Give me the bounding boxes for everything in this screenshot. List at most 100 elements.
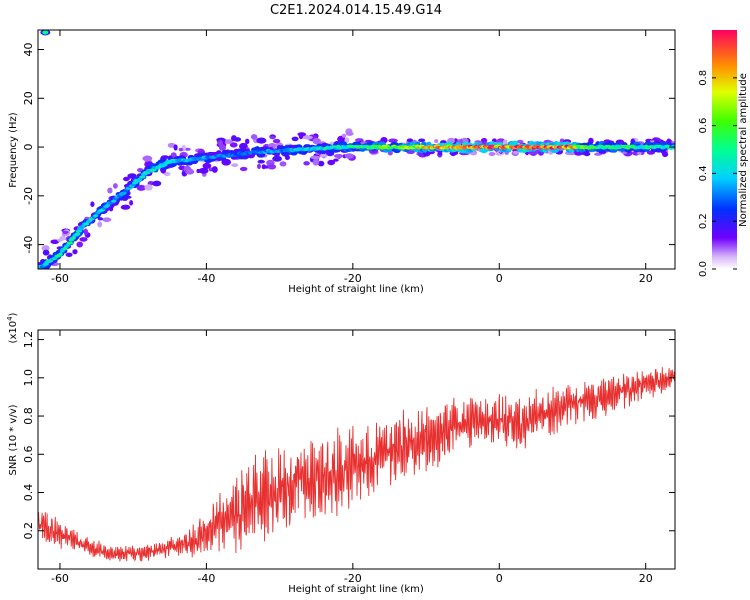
- heatmap-cell: [245, 138, 250, 145]
- heatmap-cell: [637, 151, 642, 156]
- heatmap-cell: [59, 236, 67, 241]
- colorbar-tick-label: 0.8: [698, 70, 709, 86]
- heatmap-cell: [272, 138, 281, 144]
- heatmap-cell: [480, 138, 488, 143]
- heatmap-cell: [65, 252, 73, 257]
- heatmap-ridge-cell: [122, 191, 127, 195]
- heatmap-cell: [516, 139, 524, 144]
- heatmap-cell: [129, 200, 134, 206]
- y-tick-label: 0.8: [22, 407, 35, 425]
- heatmap-cell: [102, 217, 112, 222]
- heatmap-cell: [272, 155, 282, 162]
- heatmap-cell: [229, 142, 238, 148]
- page-title: C2E1.2024.014.15.49.G14: [270, 3, 442, 18]
- x-tick-label: 0: [496, 272, 503, 285]
- heatmap-cell: [42, 249, 50, 256]
- heatmap-cell: [341, 133, 347, 138]
- heatmap-ridge-cell: [83, 222, 90, 226]
- heatmap-cell: [97, 217, 104, 221]
- x-tick-label: 20: [639, 572, 653, 585]
- heatmap-cell: [42, 30, 49, 35]
- heatmap-cell: [513, 150, 519, 154]
- colorbar: 0.0 0.2 0.4 0.6 0.8 Normalized spectral ampl…: [698, 30, 749, 277]
- y-tick-label: 0.4: [22, 484, 35, 502]
- heatmap-cell: [257, 163, 261, 169]
- heatmap-ridge-cell: [66, 241, 74, 245]
- heatmap-cell: [268, 143, 277, 149]
- heatmap-cell: [231, 135, 237, 142]
- heatmap-cell: [144, 184, 153, 191]
- heatmap-ridge-cell: [93, 214, 99, 218]
- heatmap-cell: [256, 137, 267, 144]
- heatmap-cell: [333, 154, 344, 158]
- heatmap-cell: [327, 159, 336, 166]
- heatmap-cell: [41, 245, 50, 252]
- heatmap-cell: [388, 138, 398, 143]
- heatmap-cell: [123, 195, 132, 199]
- y-tick-label: 0: [22, 144, 35, 151]
- colorbar-tick-label: 0.0: [698, 261, 709, 277]
- heatmap-cell: [72, 249, 78, 255]
- heatmap-cell: [113, 183, 118, 189]
- y-tick-label: -20: [22, 187, 35, 205]
- heatmap-ridge-cell: [74, 232, 81, 236]
- y-tick-label: 0.6: [22, 446, 35, 464]
- snr-line: [38, 367, 675, 562]
- heatmap-cell: [198, 167, 209, 174]
- heatmap-cell: [178, 147, 184, 152]
- x-tick-label: -40: [197, 272, 215, 285]
- heatmap-cell: [163, 171, 171, 177]
- y-tick-label: 40: [22, 43, 35, 57]
- heatmap-ridge-cell: [111, 199, 117, 203]
- x-tick-label: -60: [51, 272, 69, 285]
- heatmap-cell: [317, 160, 325, 167]
- heatmap-cell: [345, 131, 354, 136]
- heatmap-cell: [298, 133, 304, 140]
- heatmap-cell: [333, 158, 339, 162]
- y-tick-label: -40: [22, 236, 35, 254]
- heatmap-cell: [123, 176, 130, 182]
- heatmap-cell: [418, 138, 426, 143]
- heatmap-cell: [160, 169, 166, 174]
- y-tick-label: 1.0: [22, 369, 35, 387]
- x-tick-label: -60: [51, 572, 69, 585]
- heatmap-y-axis-label: Frequency (Hz): [8, 112, 19, 188]
- heatmap-cell: [76, 241, 83, 248]
- heatmap-cell: [62, 230, 69, 235]
- colorbar-tick-label: 0.4: [698, 165, 709, 181]
- heatmap-cell: [167, 142, 176, 148]
- heatmap-cell: [503, 139, 508, 146]
- heatmap-cell: [450, 151, 457, 157]
- colorbar-label: Normalized spectral amplitude: [738, 73, 749, 227]
- heatmap-cell: [107, 187, 113, 194]
- snr-frame: [37, 329, 676, 570]
- heatmap-cell: [666, 138, 672, 145]
- heatmap-cell: [152, 180, 162, 187]
- snr-panel: -60 -40 -20 0 20 0.2 0.4 0.6 0.8 1.0 1.2 Height o…: [6, 312, 676, 595]
- heatmap-cell: [312, 159, 319, 166]
- colorbar-tick-label: 0.2: [698, 213, 709, 229]
- heatmap-ridge-cell: [139, 175, 146, 179]
- x-tick-label: 20: [639, 272, 653, 285]
- snr-y-multiplier: (x104): [6, 312, 19, 343]
- heatmap-cell: [434, 139, 439, 144]
- heatmap-cell: [44, 272, 50, 275]
- heatmap-cell: [662, 151, 669, 158]
- heatmap-cell: [120, 204, 131, 210]
- heatmap-cell: [231, 163, 239, 168]
- x-tick-label: -40: [197, 572, 215, 585]
- heatmap-frame: [37, 29, 676, 270]
- heatmap-cell: [36, 278, 45, 283]
- heatmap-cell: [90, 201, 95, 207]
- heatmap-panel: -60 -40 -20 0 20 -40 -20 0 20 40 Height of strai…: [8, 29, 676, 295]
- heatmap-cell: [239, 142, 248, 150]
- heatmap-cell: [38, 282, 44, 286]
- colorbar-gradient: [712, 30, 737, 269]
- heatmap-cell: [136, 184, 146, 191]
- heatmap-cell: [185, 168, 195, 175]
- y-tick-label: 0.2: [22, 522, 35, 540]
- heatmap-cell: [257, 159, 265, 164]
- heatmap-cell: [79, 237, 88, 242]
- heatmap-cell: [239, 166, 248, 172]
